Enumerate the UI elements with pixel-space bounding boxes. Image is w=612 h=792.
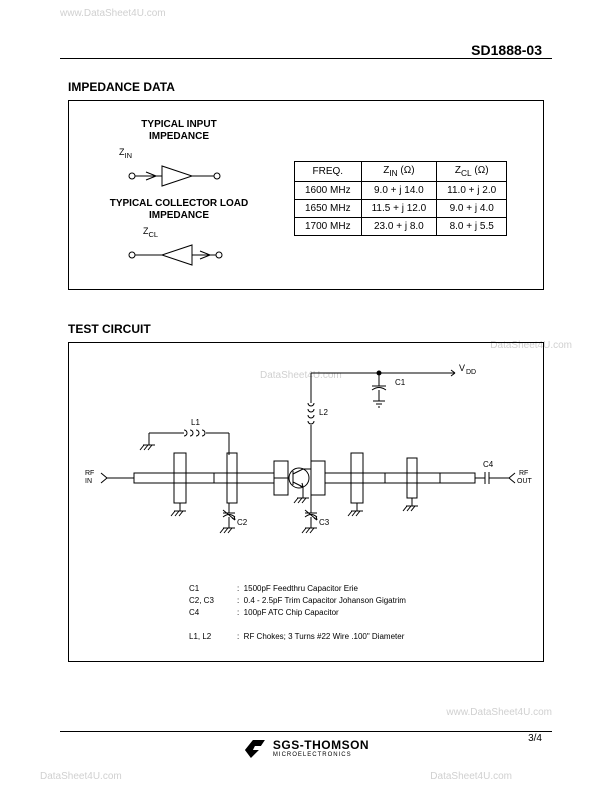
watermark-br2: DataSheet4U.com: [430, 771, 512, 782]
comp-row: [189, 619, 406, 631]
zcl-symbol: ZCL: [143, 226, 269, 239]
svg-text:V: V: [459, 363, 465, 373]
st-logo-icon: [243, 736, 267, 760]
th-zcl: ZCL (Ω): [437, 162, 507, 182]
table-row: 1700 MHz 23.0 + j 8.0 8.0 + j 5.5: [295, 218, 507, 236]
watermark-top: www.DataSheet4U.com: [60, 8, 166, 19]
comp-row: C4: 100pF ATC Chip Capacitor: [189, 607, 406, 619]
comp-row: L1, L2: RF Chokes; 3 Turns #22 Wire .100…: [189, 631, 406, 643]
triangle-out-icon: [124, 241, 234, 269]
th-freq: FREQ.: [295, 162, 362, 182]
svg-text:L1: L1: [191, 418, 200, 427]
section1-title: IMPEDANCE DATA: [68, 80, 175, 94]
logo-sub-text: MICROELECTRONICS: [273, 752, 369, 758]
triangle-in-icon: [124, 162, 234, 190]
svg-text:RF: RF: [85, 470, 94, 477]
svg-text:C1: C1: [395, 378, 406, 387]
circuit-diagram: VDD C1 L2 L1: [79, 353, 535, 578]
header-rule: [60, 58, 552, 59]
watermark-bl: DataSheet4U.com: [40, 771, 122, 782]
company-logo: SGS-THOMSON MICROELECTRONICS: [243, 736, 369, 760]
th-zin: ZIN (Ω): [361, 162, 437, 182]
component-list: C1: 1500pF Feedthru Capacitor Erie C2, C…: [189, 583, 406, 643]
collector-imp-label: TYPICAL COLLECTOR LOAD IMPEDANCE: [89, 198, 269, 222]
svg-text:RF: RF: [519, 470, 528, 477]
svg-text:C4: C4: [483, 460, 494, 469]
zin-symbol: ZIN: [119, 147, 269, 160]
table-row: 1650 MHz 11.5 + j 12.0 9.0 + j 4.0: [295, 200, 507, 218]
test-circuit-box: VDD C1 L2 L1: [68, 342, 544, 662]
input-imp-label: TYPICAL INPUT IMPEDANCE: [89, 119, 269, 143]
svg-text:DD: DD: [466, 369, 476, 376]
svg-text:OUT: OUT: [517, 478, 533, 485]
svg-text:C2: C2: [237, 518, 248, 527]
watermark-br: www.DataSheet4U.com: [446, 707, 552, 718]
logo-main-text: SGS-THOMSON: [273, 738, 369, 752]
part-number: SD1888-03: [471, 42, 542, 58]
svg-text:C3: C3: [319, 518, 330, 527]
comp-row: C1: 1500pF Feedthru Capacitor Erie: [189, 583, 406, 595]
section2-title: TEST CIRCUIT: [68, 322, 151, 336]
impedance-table: FREQ. ZIN (Ω) ZCL (Ω) 1600 MHz 9.0 + j 1…: [294, 161, 507, 236]
input-impedance-block: TYPICAL INPUT IMPEDANCE ZIN TYPICAL COLL…: [89, 119, 269, 275]
comp-row: C2, C3: 0.4 - 2.5pF Trim Capacitor Johan…: [189, 595, 406, 607]
svg-text:IN: IN: [85, 478, 92, 485]
impedance-box: TYPICAL INPUT IMPEDANCE ZIN TYPICAL COLL…: [68, 100, 544, 290]
svg-text:L2: L2: [319, 408, 328, 417]
table-row: 1600 MHz 9.0 + j 14.0 11.0 + j 2.0: [295, 182, 507, 200]
footer-rule: [60, 731, 552, 732]
page-number: 3/4: [528, 733, 542, 744]
table-header-row: FREQ. ZIN (Ω) ZCL (Ω): [295, 162, 507, 182]
